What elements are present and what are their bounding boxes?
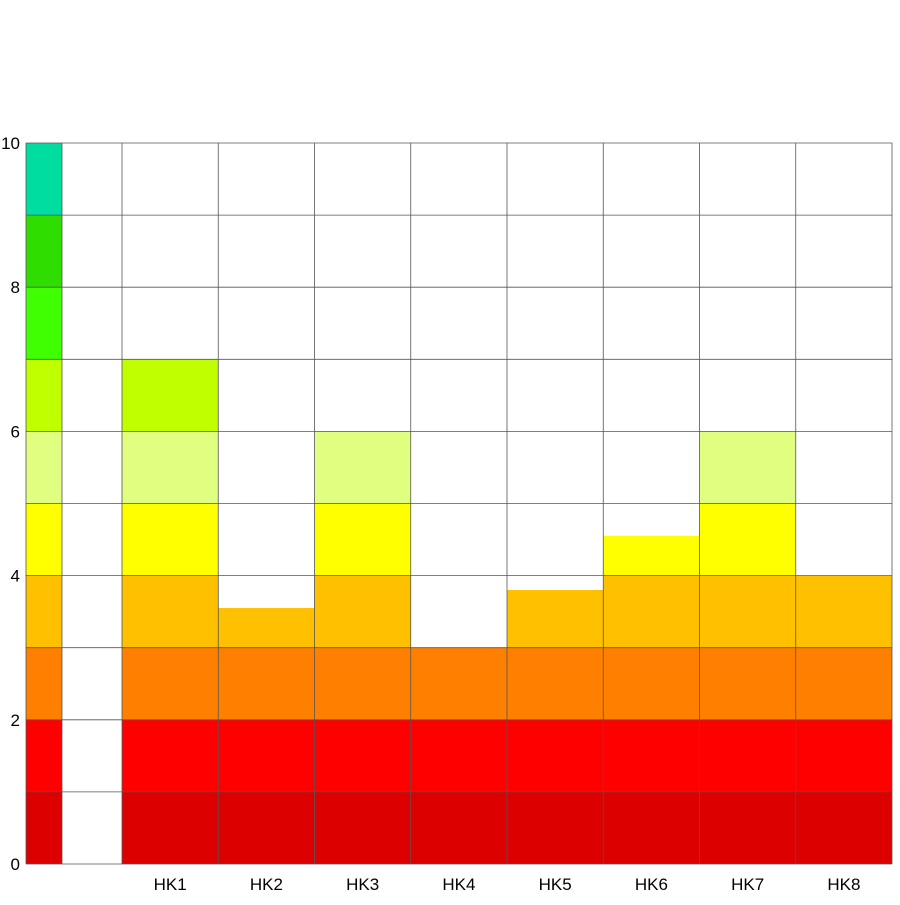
x-tick-label: HK1 <box>154 875 187 894</box>
scale-band-1 <box>26 719 62 792</box>
scale-band-6 <box>26 359 62 432</box>
bar-HK1-band-1 <box>122 719 219 792</box>
bar-HK7-band-3 <box>699 575 796 648</box>
bar-HK8-band-0 <box>795 791 892 864</box>
y-axis-ticks: 0 2 4 6 8 10 <box>1 134 20 874</box>
bar-HK6-band-2 <box>603 647 700 720</box>
bar-HK3-band-4 <box>314 503 411 576</box>
bar-HK5-band-3 <box>507 590 604 648</box>
scale-band-5 <box>26 431 62 504</box>
bar-HK2-band-2 <box>218 647 315 720</box>
scale-band-4 <box>26 503 62 576</box>
y-tick-label: 10 <box>1 134 20 153</box>
bar-HK1-band-0 <box>122 791 219 864</box>
bar-HK3-band-0 <box>314 791 411 864</box>
bar-HK1-band-5 <box>122 431 219 504</box>
x-tick-label: HK3 <box>346 875 379 894</box>
bar-HK7-band-5 <box>699 431 796 504</box>
bar-HK1-band-3 <box>122 575 219 648</box>
bar-HK7-band-1 <box>699 719 796 792</box>
bars <box>122 359 892 864</box>
scale-band-0 <box>26 791 62 864</box>
bar-HK5-band-2 <box>507 647 604 720</box>
bar-HK6-band-1 <box>603 719 700 792</box>
scale-band-9 <box>26 143 62 216</box>
bar-HK3-band-1 <box>314 719 411 792</box>
scale-band-3 <box>26 575 62 648</box>
bar-HK3-band-5 <box>314 431 411 504</box>
bar-HK1-band-6 <box>122 359 219 432</box>
bar-HK7-band-0 <box>699 791 796 864</box>
bar-HK2-band-0 <box>218 791 315 864</box>
y-tick-label: 2 <box>11 711 20 730</box>
bar-HK5-band-1 <box>507 719 604 792</box>
bar-HK6-band-0 <box>603 791 700 864</box>
bar-HK8-band-3 <box>795 575 892 648</box>
grid <box>25 142 893 865</box>
y-tick-label: 0 <box>11 855 20 874</box>
x-tick-label: HK7 <box>731 875 764 894</box>
x-tick-label: HK6 <box>635 875 668 894</box>
bar-HK6-band-4 <box>603 535 700 576</box>
bar-HK1-band-4 <box>122 503 219 576</box>
scale-band-2 <box>26 647 62 720</box>
bar-HK7-band-4 <box>699 503 796 576</box>
bar-HK4-band-2 <box>410 647 507 720</box>
y-tick-label: 8 <box>11 278 20 297</box>
x-axis-ticks: HK1 HK2 HK3 HK4 HK5 HK6 HK7 HK8 <box>154 875 861 894</box>
bar-HK3-band-3 <box>314 575 411 648</box>
bar-HK2-band-3 <box>218 608 315 648</box>
bar-HK4-band-1 <box>410 719 507 792</box>
bar-HK3-band-2 <box>314 647 411 720</box>
bar-HK4-band-0 <box>410 791 507 864</box>
bar-HK8-band-1 <box>795 719 892 792</box>
bar-HK8-band-2 <box>795 647 892 720</box>
x-tick-label: HK4 <box>442 875 475 894</box>
scale-band-8 <box>26 215 62 288</box>
bar-HK7-band-2 <box>699 647 796 720</box>
bar-HK1-band-2 <box>122 647 219 720</box>
bar-HK2-band-1 <box>218 719 315 792</box>
x-tick-label: HK8 <box>827 875 860 894</box>
bar-HK5-band-0 <box>507 791 604 864</box>
color-scale-bar <box>26 143 62 864</box>
x-tick-label: HK2 <box>250 875 283 894</box>
y-tick-label: 4 <box>11 567 20 586</box>
x-tick-label: HK5 <box>539 875 572 894</box>
bar-HK6-band-3 <box>603 575 700 648</box>
y-tick-label: 6 <box>11 422 20 441</box>
scale-band-7 <box>26 287 62 360</box>
